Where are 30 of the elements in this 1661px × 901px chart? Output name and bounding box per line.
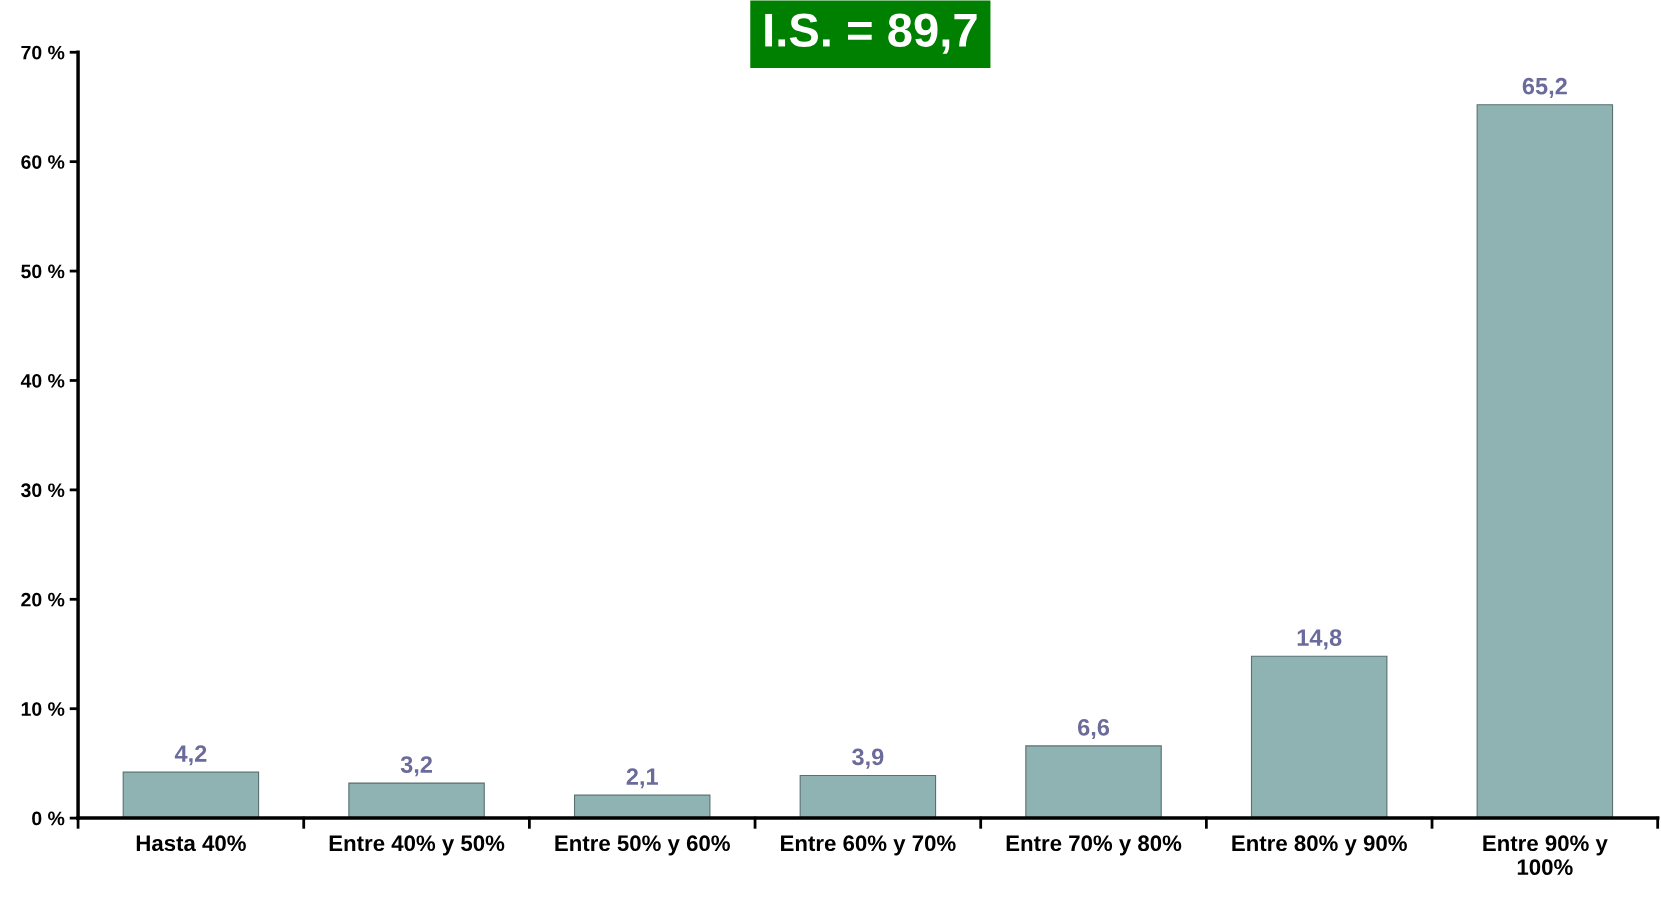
- y-tick-label: 10 %: [21, 702, 65, 716]
- data-label: 4,2: [174, 745, 207, 766]
- bar: [1250, 655, 1388, 819]
- x-tick-label: Hasta 40%: [136, 835, 246, 852]
- data-label: 14,8: [1297, 629, 1342, 650]
- y-tick-label: 50 %: [21, 264, 65, 279]
- x-tick-label: Entre 90% y 100%: [1483, 835, 1608, 876]
- chart-title: I.S. = 89,7: [765, 13, 977, 54]
- x-tick-label: Entre 50% y 60%: [555, 835, 730, 856]
- bar: [1476, 104, 1614, 819]
- y-tick-label: 40 %: [20, 373, 65, 388]
- data-label: 65,2: [1522, 77, 1567, 98]
- y-tick-label: 60 %: [21, 155, 65, 169]
- y-tick-label: 0 %: [32, 811, 65, 826]
- x-tick-label: Entre 40% y 50%: [329, 835, 505, 856]
- data-label: 3,2: [400, 756, 433, 777]
- y-tick-label: 20 %: [21, 592, 65, 607]
- x-tick-label: Entre 70% y 80%: [1006, 835, 1182, 856]
- bar: [348, 782, 485, 819]
- bar: [573, 794, 711, 819]
- bar: [799, 774, 937, 819]
- x-tick-label: Entre 60% y 70%: [781, 835, 956, 856]
- y-tick-label: 70 %: [21, 45, 65, 60]
- bar: [122, 771, 260, 819]
- bar: [1025, 745, 1162, 819]
- data-label: 2,1: [626, 768, 658, 789]
- data-label: 6,6: [1077, 718, 1110, 740]
- data-label: 3,9: [852, 748, 884, 769]
- y-tick-label: 30 %: [21, 483, 65, 498]
- x-tick-label: Entre 80% y 90%: [1232, 835, 1407, 856]
